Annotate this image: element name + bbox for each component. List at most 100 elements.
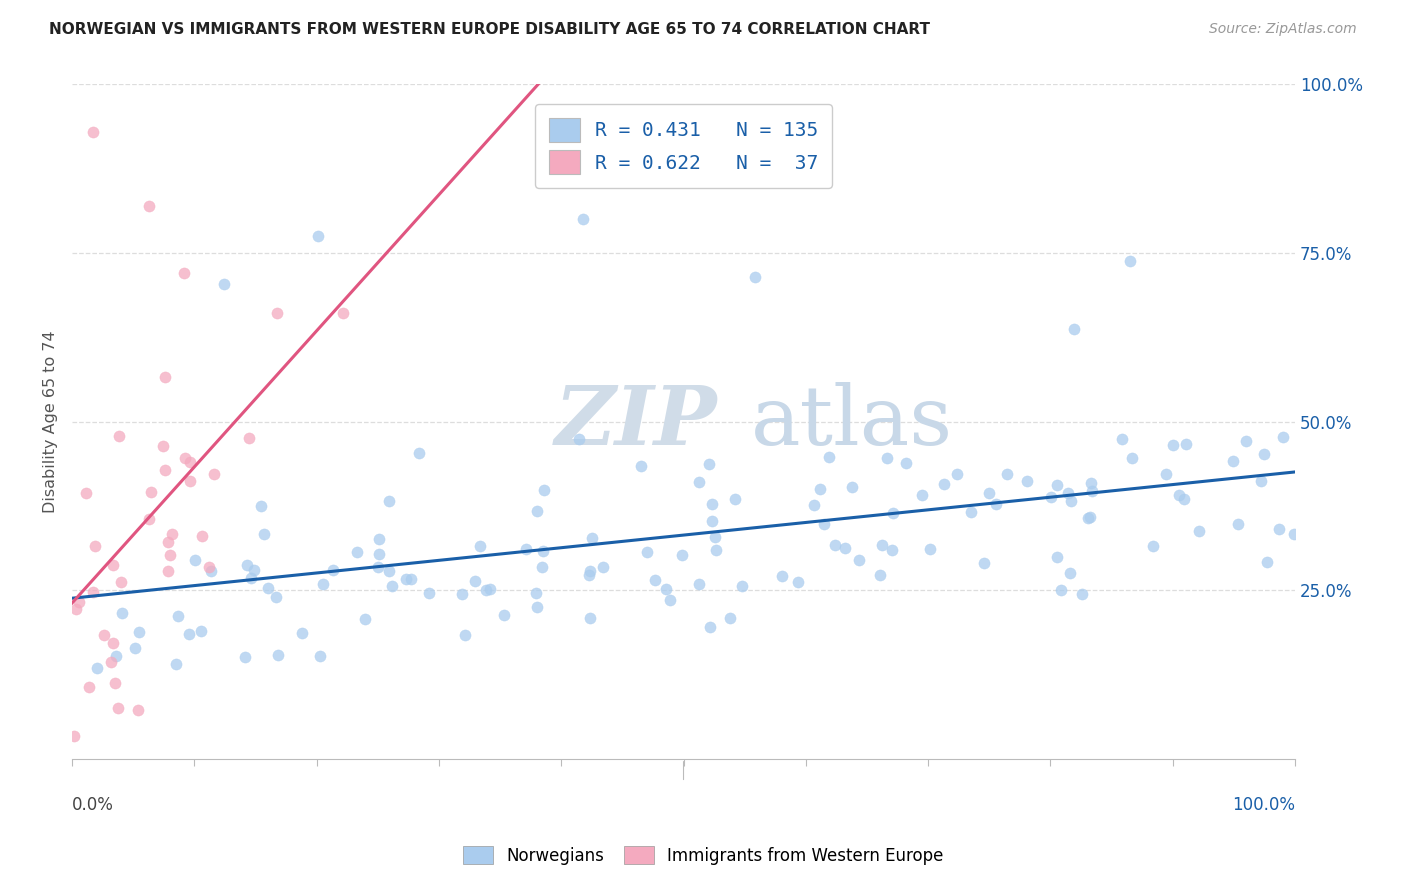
Point xyxy=(977,486,1000,500)
Point xyxy=(108,429,131,443)
Point xyxy=(1234,434,1257,448)
Point xyxy=(173,266,195,280)
Point xyxy=(704,543,727,558)
Point xyxy=(243,563,266,577)
Point xyxy=(1059,566,1081,580)
Point xyxy=(973,556,995,570)
Point xyxy=(191,529,214,543)
Point xyxy=(233,649,256,664)
Point xyxy=(479,582,502,596)
Point xyxy=(869,568,891,582)
Point xyxy=(1154,467,1177,481)
Point xyxy=(153,369,176,384)
Point xyxy=(165,657,187,672)
Point xyxy=(475,583,498,598)
Point xyxy=(159,548,181,562)
Point xyxy=(408,446,430,460)
Point xyxy=(266,306,288,320)
Point xyxy=(82,125,104,139)
Point xyxy=(803,498,825,512)
Point xyxy=(894,456,917,470)
Point xyxy=(1081,484,1104,499)
Point xyxy=(995,467,1018,482)
Point xyxy=(418,586,440,600)
Point xyxy=(367,532,389,546)
Point xyxy=(264,590,287,604)
Point xyxy=(659,592,682,607)
Point xyxy=(100,655,122,669)
Point xyxy=(179,474,201,488)
Point xyxy=(515,542,537,557)
Point xyxy=(267,648,290,662)
Legend: Norwegians, Immigrants from Western Europe: Norwegians, Immigrants from Western Euro… xyxy=(454,838,952,873)
Point xyxy=(1188,524,1211,538)
Point xyxy=(697,457,720,471)
Point xyxy=(354,612,377,626)
Point xyxy=(834,541,856,556)
Point xyxy=(177,626,200,640)
Point xyxy=(212,277,235,291)
Point xyxy=(630,458,652,473)
Point xyxy=(464,574,486,589)
Point xyxy=(1121,450,1143,465)
Point xyxy=(1142,539,1164,553)
Point xyxy=(377,493,399,508)
Point xyxy=(470,539,492,553)
Point xyxy=(190,624,212,639)
Point xyxy=(688,475,710,489)
Legend: R = 0.431   N = 135, R = 0.622   N =  37: R = 0.431 N = 135, R = 0.622 N = 37 xyxy=(534,104,832,187)
Point xyxy=(105,649,128,664)
Point xyxy=(322,563,344,577)
Point xyxy=(813,516,835,531)
Point xyxy=(257,582,280,596)
Point xyxy=(291,626,314,640)
Point xyxy=(1173,491,1195,506)
Point xyxy=(720,611,742,625)
Point xyxy=(578,568,600,582)
Point xyxy=(1111,432,1133,446)
Point xyxy=(346,545,368,559)
Point xyxy=(173,451,195,466)
Point xyxy=(787,574,810,589)
Point xyxy=(179,455,201,469)
Point xyxy=(101,636,124,650)
Point xyxy=(63,729,86,743)
Point xyxy=(107,700,129,714)
Point xyxy=(160,526,183,541)
Point xyxy=(368,547,391,561)
Point xyxy=(1168,488,1191,502)
Point xyxy=(1282,526,1305,541)
Point xyxy=(848,553,870,567)
Point xyxy=(882,506,904,520)
Point xyxy=(932,477,955,491)
Point xyxy=(82,585,104,599)
Point xyxy=(1063,322,1085,336)
Point xyxy=(911,488,934,502)
Point xyxy=(1222,454,1244,468)
Point xyxy=(378,565,401,579)
Point xyxy=(744,270,766,285)
Point xyxy=(770,568,793,582)
Point xyxy=(101,558,124,572)
Point xyxy=(236,558,259,573)
Point xyxy=(526,599,548,614)
Point xyxy=(83,540,105,554)
Point xyxy=(367,559,389,574)
Point xyxy=(492,607,515,622)
Point xyxy=(699,620,721,634)
Point xyxy=(702,497,724,511)
Point xyxy=(1039,490,1062,504)
Point xyxy=(110,574,132,589)
Point xyxy=(530,560,553,574)
Point xyxy=(253,527,276,541)
Point xyxy=(200,564,222,578)
Point xyxy=(531,543,554,558)
Point xyxy=(399,572,422,586)
Point xyxy=(77,680,100,694)
Point xyxy=(808,482,831,496)
Text: 0.0%: 0.0% xyxy=(72,796,114,814)
Point xyxy=(1050,583,1073,598)
Point xyxy=(1017,474,1039,488)
Point xyxy=(75,486,97,500)
Point xyxy=(86,661,108,675)
